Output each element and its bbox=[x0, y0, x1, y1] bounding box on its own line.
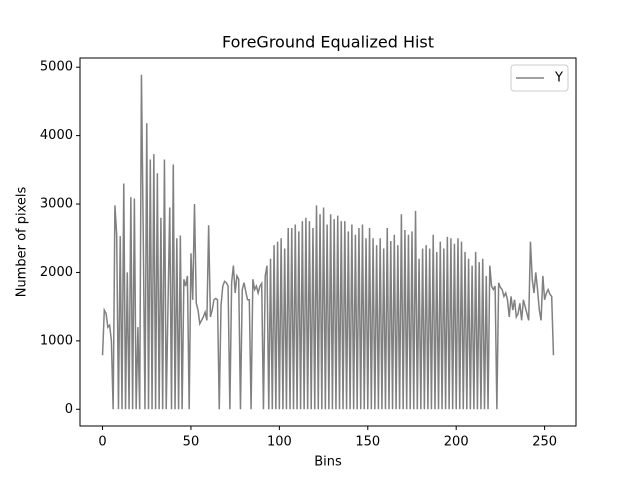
chart-title: ForeGround Equalized Hist bbox=[222, 33, 434, 52]
y-tick-label: 2000 bbox=[40, 265, 73, 280]
x-tick-label: 200 bbox=[444, 435, 469, 450]
y-tick-label: 1000 bbox=[40, 333, 73, 348]
y-axis-label: Number of pixels bbox=[15, 186, 30, 297]
plot-frame bbox=[79, 57, 577, 427]
legend-label: Y bbox=[554, 71, 563, 86]
x-tick-label: 150 bbox=[355, 435, 380, 450]
x-tick-label: 50 bbox=[183, 435, 200, 450]
y-tick-label: 5000 bbox=[40, 60, 73, 75]
y-tick-label: 4000 bbox=[40, 128, 73, 143]
line bbox=[101, 74, 555, 410]
y-tick-label: 3000 bbox=[40, 197, 73, 212]
x-tick-label: 250 bbox=[532, 435, 557, 450]
x-axis-label: Bins bbox=[314, 455, 342, 470]
x-tick-label: 0 bbox=[98, 435, 106, 450]
x-tick-label: 100 bbox=[267, 435, 292, 450]
y-tick-label: 0 bbox=[65, 402, 73, 417]
